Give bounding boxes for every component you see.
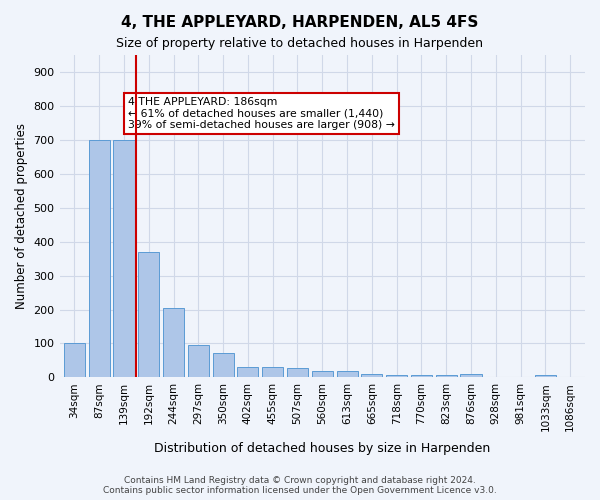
Bar [262,367,283,378]
Bar [337,370,358,378]
X-axis label: Distribution of detached houses by size in Harpenden: Distribution of detached houses by size … [154,442,490,455]
Bar [436,376,457,378]
Bar [361,374,382,378]
Text: Size of property relative to detached houses in Harpenden: Size of property relative to detached ho… [116,38,484,51]
Text: 4 THE APPLEYARD: 186sqm
← 61% of detached houses are smaller (1,440)
39% of semi: 4 THE APPLEYARD: 186sqm ← 61% of detache… [128,97,395,130]
Bar [312,370,333,378]
Bar [460,374,482,378]
Text: 4, THE APPLEYARD, HARPENDEN, AL5 4FS: 4, THE APPLEYARD, HARPENDEN, AL5 4FS [121,15,479,30]
Bar [238,367,259,378]
Bar [113,140,134,378]
Bar [287,368,308,378]
Bar [212,353,233,378]
Y-axis label: Number of detached properties: Number of detached properties [15,123,28,309]
Bar [411,376,432,378]
Bar [188,345,209,378]
Text: Contains HM Land Registry data © Crown copyright and database right 2024.
Contai: Contains HM Land Registry data © Crown c… [103,476,497,495]
Bar [64,344,85,378]
Bar [386,376,407,378]
Bar [535,374,556,378]
Bar [89,140,110,378]
Bar [163,308,184,378]
Bar [138,252,160,378]
